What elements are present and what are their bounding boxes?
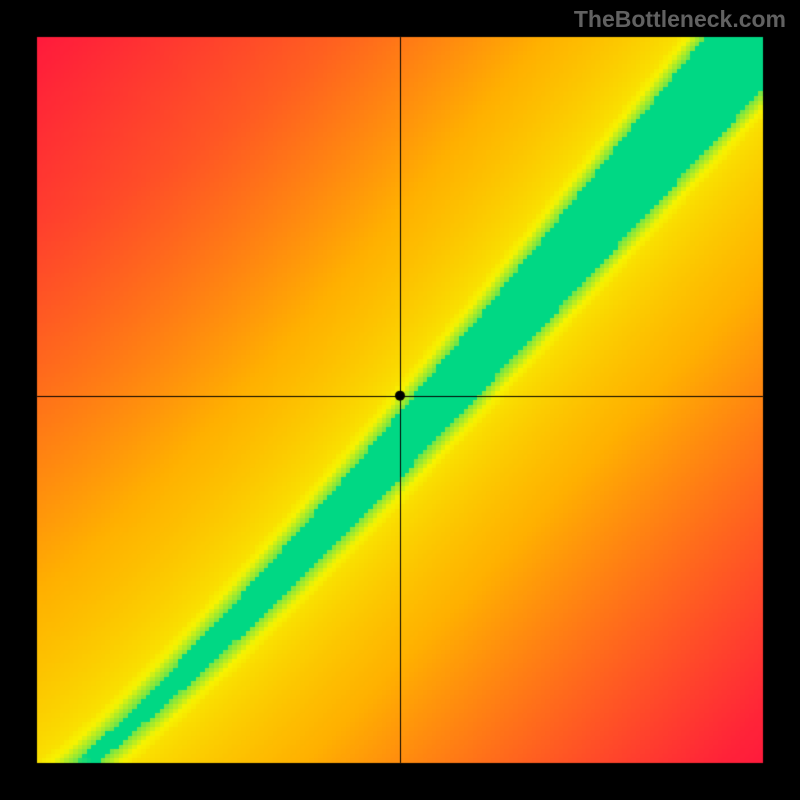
crosshair-overlay <box>0 0 800 800</box>
chart-container: { "type": "heatmap", "watermark": { "tex… <box>0 0 800 800</box>
watermark-text: TheBottleneck.com <box>574 6 786 33</box>
